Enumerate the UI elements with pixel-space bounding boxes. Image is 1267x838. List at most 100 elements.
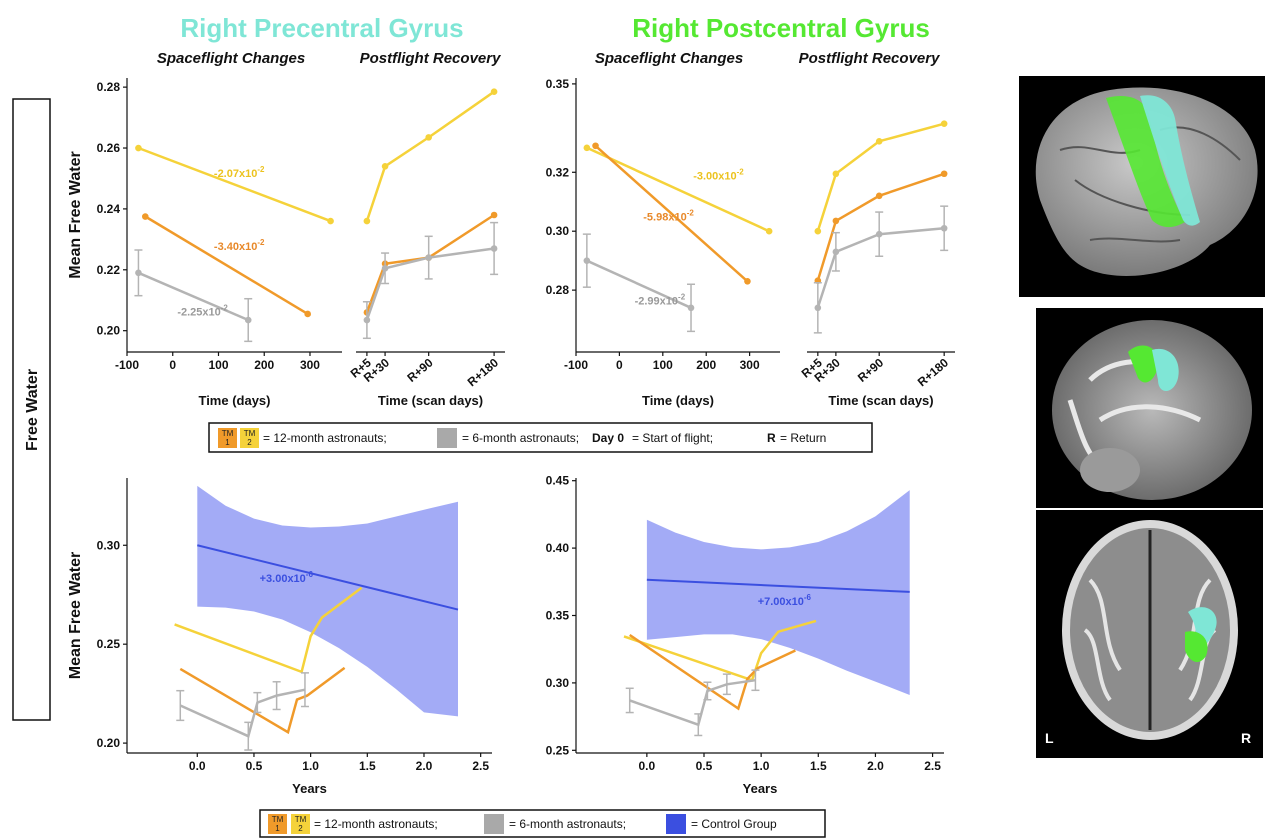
x-tick-label: R+90 — [855, 355, 886, 385]
slope-label-six-month: -2.25x10-2 — [177, 303, 228, 318]
x-tick-label: 0 — [616, 358, 623, 372]
postcentral-title: Right Postcentral Gyrus — [632, 13, 930, 43]
y-tick-label: 0.45 — [546, 474, 570, 488]
x-tick-label: R+90 — [404, 355, 435, 385]
x-tick-label: -100 — [564, 358, 588, 372]
brain-axial-view: L R — [1036, 510, 1263, 758]
data-point-tm1 — [141, 213, 149, 220]
x-tick-label: 0.5 — [246, 759, 263, 773]
legend-b-six-swatch — [484, 814, 504, 834]
y-tick-label: 0.30 — [546, 676, 570, 690]
series-line-tm1 — [816, 172, 945, 282]
x-tick-label: 2.0 — [867, 759, 884, 773]
slope-label-six-month: -2.99x10-2 — [635, 292, 686, 307]
y-axis-label: Mean Free Water — [67, 151, 84, 278]
y-tick-label: 0.35 — [546, 609, 570, 623]
legend-tm2-swatch — [240, 428, 259, 448]
x-tick-label: 100 — [208, 358, 228, 372]
y-tick-label: 0.26 — [97, 141, 121, 155]
data-point-tm2 — [765, 227, 773, 235]
x-axis-label: Time (scan days) — [378, 393, 483, 408]
x-tick-label: 0.0 — [189, 759, 206, 773]
legend-six-swatch — [437, 428, 457, 448]
y-tick-label: 0.28 — [546, 283, 570, 297]
slope-label-tm2: -3.00x10-2 — [693, 167, 744, 182]
x-axis-label: Time (days) — [642, 393, 714, 408]
data-point-six-month — [381, 264, 389, 272]
control-line — [197, 544, 459, 611]
data-point-tm1 — [832, 217, 840, 225]
series-line-tm1 — [365, 213, 495, 313]
x-tick-label: 1.5 — [359, 759, 376, 773]
y-tick-label: 0.32 — [546, 165, 570, 179]
chart-pre-longitudinal: +3.00x10-6 0.20 0.25 0.30 0.0 0.5 1.0 1.5 2.0 2.5… — [67, 478, 492, 796]
pre-spaceflight-subtitle: Spaceflight Changes — [157, 50, 305, 67]
x-tick-label: 200 — [696, 358, 716, 372]
data-point-six-month — [135, 269, 142, 277]
x-tick-label: 0.5 — [696, 759, 713, 773]
series-line-tm1 — [179, 666, 346, 735]
series-line-tm1 — [628, 633, 796, 711]
side-label-box — [12, 98, 51, 721]
slope-label-tm1: -5.98x10-2 — [643, 209, 694, 224]
chart-pre-spaceflight: 0.20 0.22 0.24 0.26 0.28 -100 0 100 200 300 Time (… — [67, 78, 342, 408]
x-tick-label: R+180 — [915, 355, 952, 389]
legend-bottom-twelve: = 12-month astronauts; — [314, 817, 438, 831]
series-line-tm2 — [623, 619, 817, 682]
y-tick-label: 0.30 — [97, 538, 121, 552]
pre-postflight-subtitle: Postflight Recovery — [360, 50, 502, 67]
post-postflight-subtitle: Postflight Recovery — [799, 50, 941, 67]
series-line-six-month — [586, 259, 692, 309]
data-point-tm1 — [875, 192, 883, 200]
legend-top: TM 1 TM 2 = 12-month astronauts; = 6-mon… — [208, 422, 873, 453]
series-line-six-month — [137, 271, 249, 322]
data-point-tm2 — [490, 88, 498, 95]
data-point-six-month — [583, 257, 591, 264]
y-tick-label: 0.20 — [97, 736, 121, 750]
legend-top-six: = 6-month astronauts; — [462, 431, 579, 445]
x-tick-label: 1.0 — [302, 759, 319, 773]
x-tick-label: 0 — [169, 358, 176, 372]
svg-text:1: 1 — [225, 438, 230, 447]
control-line — [646, 578, 910, 593]
x-tick-label: 2.0 — [416, 759, 433, 773]
post-spaceflight-subtitle: Spaceflight Changes — [595, 50, 743, 67]
data-point-tm1 — [940, 170, 948, 178]
series-line-tm1 — [594, 144, 749, 283]
control-confidence-band — [197, 485, 459, 717]
data-point-tm1 — [744, 277, 751, 285]
x-tick-label: 2.5 — [472, 759, 489, 773]
data-point-six-month — [814, 304, 822, 312]
data-point-tm2 — [381, 162, 389, 170]
x-tick-label: R+180 — [465, 355, 502, 389]
brain-lateral-view — [1019, 76, 1265, 297]
data-point-tm2 — [583, 144, 591, 152]
x-tick-label: 0.0 — [639, 759, 656, 773]
series-line-six-month — [179, 688, 306, 738]
chart-post-longitudinal: +7.00x10-6 0.25 0.30 0.35 0.40 0.45 0.0 0.5 1.0 1… — [546, 474, 944, 796]
svg-text:2: 2 — [247, 438, 252, 447]
legend-top-day0-bold: Day 0 — [592, 431, 624, 445]
data-point-six-month — [363, 316, 371, 324]
chart-post-spaceflight: 0.28 0.30 0.32 0.35 -100 0 100 200 300 Time (days… — [546, 77, 780, 408]
x-axis-label: Years — [743, 781, 778, 796]
data-point-tm2 — [940, 120, 948, 127]
x-tick-label: 1.0 — [753, 759, 770, 773]
y-tick-label: 0.35 — [546, 77, 570, 91]
series-line-tm2 — [365, 90, 495, 222]
slope-label-tm1: -3.40x10-2 — [214, 238, 265, 253]
series-line-six-month — [629, 678, 756, 727]
y-tick-label: 0.22 — [97, 263, 121, 277]
data-point-six-month — [687, 304, 695, 312]
y-tick-label: 0.20 — [97, 324, 121, 338]
data-point-six-month — [490, 245, 498, 252]
svg-text:TM: TM — [244, 429, 256, 438]
data-point-six-month — [875, 230, 883, 238]
data-point-tm2 — [327, 217, 334, 225]
svg-text:TM: TM — [272, 815, 284, 824]
side-label: Free Water — [24, 369, 41, 451]
data-point-six-month — [832, 248, 840, 256]
svg-text:TM: TM — [295, 815, 307, 824]
